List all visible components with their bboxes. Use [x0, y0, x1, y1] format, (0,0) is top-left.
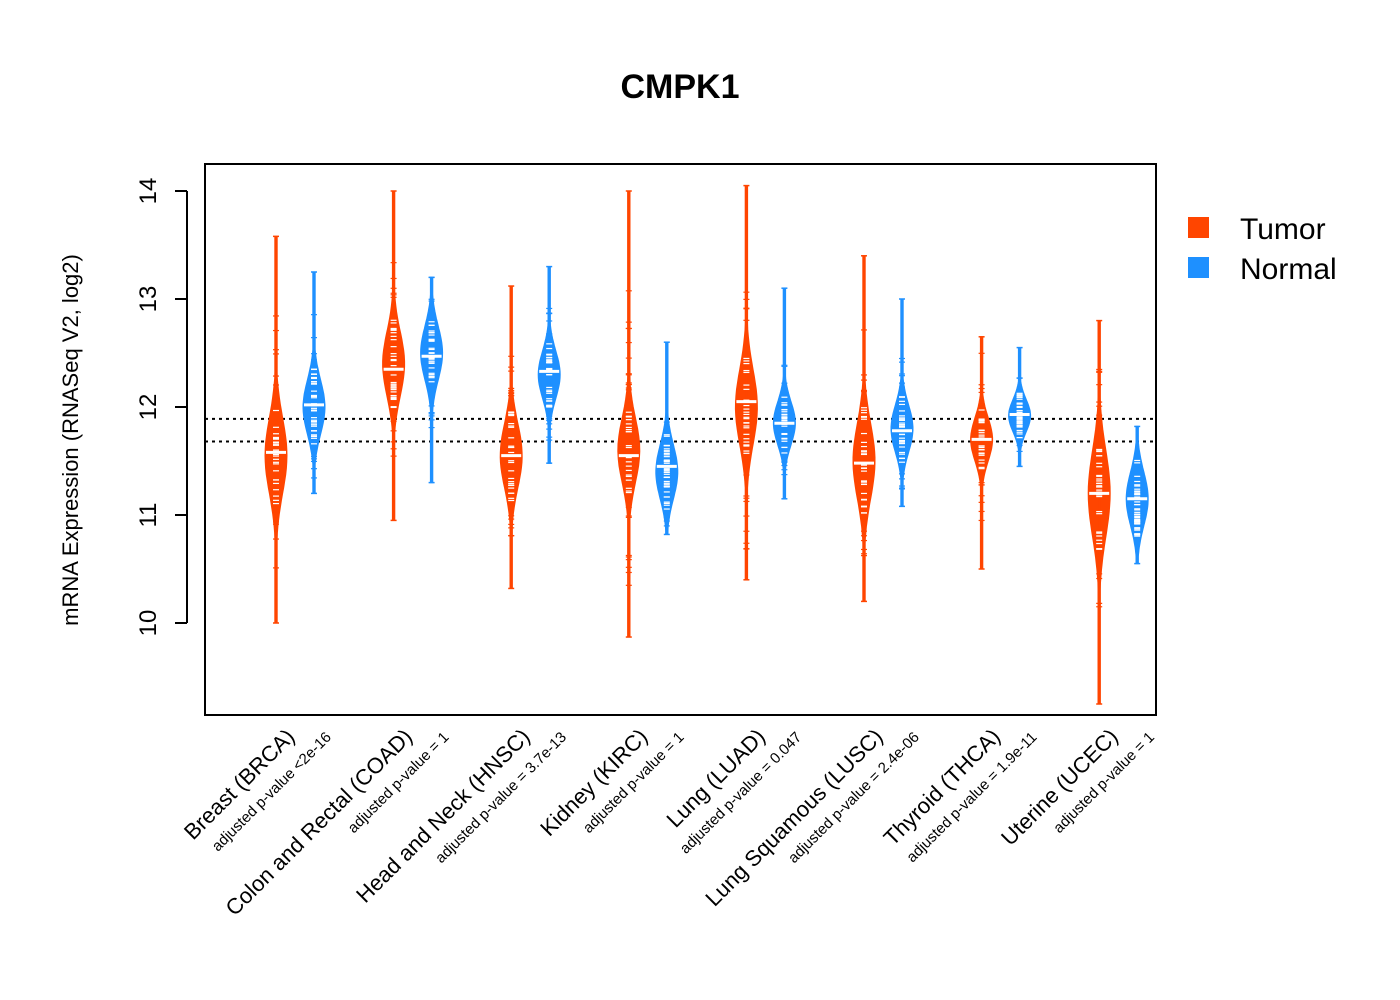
violin-tumor-6	[852, 255, 876, 603]
y-tick-label: 14	[135, 178, 162, 205]
violin-normal-7	[1008, 346, 1032, 468]
violin-normal-3	[537, 265, 561, 464]
violin-normal-2	[420, 276, 444, 484]
legend-swatch-normal	[1188, 257, 1209, 278]
violin-tumor-5	[734, 184, 758, 581]
violin-normal-4	[655, 341, 679, 536]
violin-tumor-7	[970, 336, 994, 570]
violin-normal-1	[302, 271, 326, 495]
violin-normal-5	[772, 287, 796, 500]
legend: Tumor Normal	[1188, 213, 1337, 286]
y-tick-label: 11	[135, 503, 162, 528]
legend-label-tumor: Tumor	[1240, 213, 1326, 246]
legend-label-normal: Normal	[1240, 253, 1337, 286]
y-axis-label: mRNA Expression (RNASeq V2, log2)	[58, 254, 83, 626]
violin-tumor-4	[617, 190, 641, 638]
violin-tumor-8	[1087, 319, 1111, 705]
y-axis: 10 11 12 13 14	[135, 178, 188, 637]
y-tick-label: 10	[135, 610, 162, 637]
legend-swatch-tumor	[1188, 217, 1209, 238]
violins	[264, 184, 1149, 705]
x-axis-labels: Breast (BRCA)adjusted p-value <2e-16Colo…	[179, 724, 1158, 921]
y-tick-label: 12	[135, 394, 162, 421]
chart-title: CMPK1	[620, 68, 739, 106]
violin-tumor-1	[264, 235, 288, 624]
violin-normal-8	[1125, 425, 1149, 565]
y-tick-label: 13	[135, 286, 162, 313]
violin-tumor-3	[499, 285, 523, 590]
violin-normal-6	[890, 298, 914, 508]
violin-tumor-2	[382, 190, 406, 522]
reference-lines	[205, 417, 1156, 443]
plot-frame	[204, 163, 1157, 716]
